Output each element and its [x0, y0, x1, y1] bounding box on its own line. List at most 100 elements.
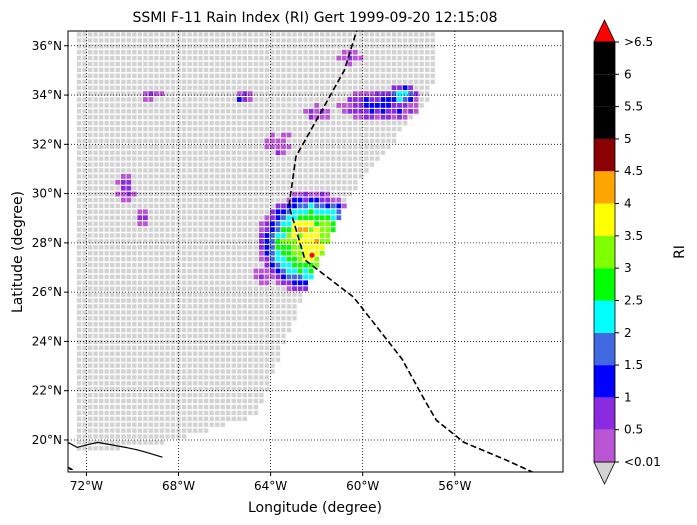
swath-pixel: [226, 73, 231, 78]
swath-pixel: [170, 351, 176, 356]
swath-pixel: [181, 392, 187, 398]
swath-pixel: [275, 44, 281, 49]
swath-pixel: [137, 381, 142, 386]
swath-pixel: [137, 398, 142, 404]
swath-pixel: [93, 375, 98, 380]
swath-pixel: [297, 292, 303, 297]
swath-pixel: [115, 61, 120, 67]
swath-pixel: [121, 280, 126, 285]
swath-pixel: [104, 215, 109, 220]
swath-pixel: [115, 50, 120, 55]
swath-pixel: [347, 85, 352, 90]
swath-pixel: [148, 126, 154, 132]
swath-pixel: [331, 120, 336, 126]
swath-pixel: [154, 357, 159, 362]
swath-pixel: [115, 132, 120, 138]
swath-pixel: [342, 174, 347, 179]
swath-pixel: [408, 73, 413, 78]
rain-pixel: [308, 203, 314, 209]
swath-pixel: [159, 227, 165, 232]
swath-pixel: [248, 103, 253, 108]
swath-pixel: [391, 138, 397, 144]
swath-pixel: [192, 97, 198, 102]
swath-pixel: [137, 298, 142, 303]
rain-pixel: [413, 97, 419, 102]
swath-pixel: [176, 67, 181, 73]
swath-pixel: [369, 150, 375, 155]
swath-pixel: [325, 120, 330, 126]
swath-pixel: [132, 186, 137, 191]
swath-pixel: [237, 387, 242, 392]
swath-pixel: [154, 410, 159, 416]
swath-pixel: [181, 398, 187, 404]
swath-pixel: [292, 316, 297, 321]
swath-pixel: [76, 322, 82, 327]
swath-pixel: [331, 180, 336, 185]
swath-pixel: [237, 138, 242, 144]
swath-pixel: [154, 215, 159, 220]
swath-pixel: [143, 32, 148, 37]
swath-pixel: [121, 79, 126, 84]
swath-pixel: [181, 339, 187, 345]
swath-pixel: [121, 327, 126, 333]
swath-pixel: [82, 381, 87, 386]
swath-pixel: [336, 186, 341, 191]
swath-pixel: [320, 67, 325, 73]
swath-pixel: [170, 369, 176, 374]
swath-pixel: [115, 197, 120, 203]
swath-pixel: [203, 138, 209, 144]
rain-pixel: [292, 233, 297, 238]
swath-pixel: [99, 186, 104, 191]
swath-pixel: [237, 410, 242, 416]
swath-pixel: [331, 156, 336, 161]
rain-pixel: [380, 97, 386, 102]
swath-pixel: [397, 67, 402, 73]
swath-pixel: [187, 422, 192, 427]
swath-pixel: [369, 61, 375, 67]
swath-pixel: [159, 203, 165, 209]
swath-pixel: [148, 398, 154, 404]
swath-pixel: [248, 55, 253, 61]
swath-pixel: [126, 109, 131, 114]
rain-pixel: [281, 239, 286, 244]
swath-pixel: [203, 428, 209, 433]
swath-pixel: [76, 162, 82, 167]
swath-pixel: [198, 274, 203, 280]
rain-pixel: [364, 108, 369, 114]
swath-pixel: [143, 286, 148, 291]
swath-pixel: [203, 144, 209, 149]
swath-pixel: [159, 274, 165, 280]
swath-pixel: [336, 138, 341, 144]
swath-pixel: [99, 209, 104, 214]
swath-pixel: [270, 292, 275, 297]
swath-pixel: [242, 109, 247, 114]
swath-pixel: [220, 197, 225, 203]
rain-pixel: [375, 108, 380, 114]
swath-pixel: [82, 180, 87, 185]
swath-pixel: [154, 387, 159, 392]
swath-pixel: [154, 180, 159, 185]
swath-pixel: [126, 239, 131, 244]
swath-pixel: [325, 103, 330, 108]
swath-pixel: [110, 440, 115, 445]
rain-pixel: [386, 91, 391, 96]
rain-pixel: [330, 215, 336, 221]
swath-pixel: [76, 357, 82, 362]
swath-pixel: [364, 32, 369, 37]
swath-pixel: [203, 262, 209, 268]
swath-pixel: [181, 268, 187, 274]
swath-pixel: [270, 197, 275, 203]
swath-pixel: [132, 132, 137, 138]
swath-pixel: [154, 274, 159, 280]
swath-pixel: [154, 168, 159, 173]
swath-pixel: [292, 61, 297, 67]
swath-pixel: [148, 233, 154, 238]
swath-pixel: [413, 32, 419, 37]
swath-pixel: [192, 381, 198, 386]
swath-pixel: [203, 221, 209, 226]
swath-pixel: [154, 286, 159, 291]
swath-pixel: [220, 316, 225, 321]
swath-pixel: [148, 38, 154, 43]
swath-pixel: [99, 434, 104, 439]
swath-pixel: [253, 109, 259, 114]
